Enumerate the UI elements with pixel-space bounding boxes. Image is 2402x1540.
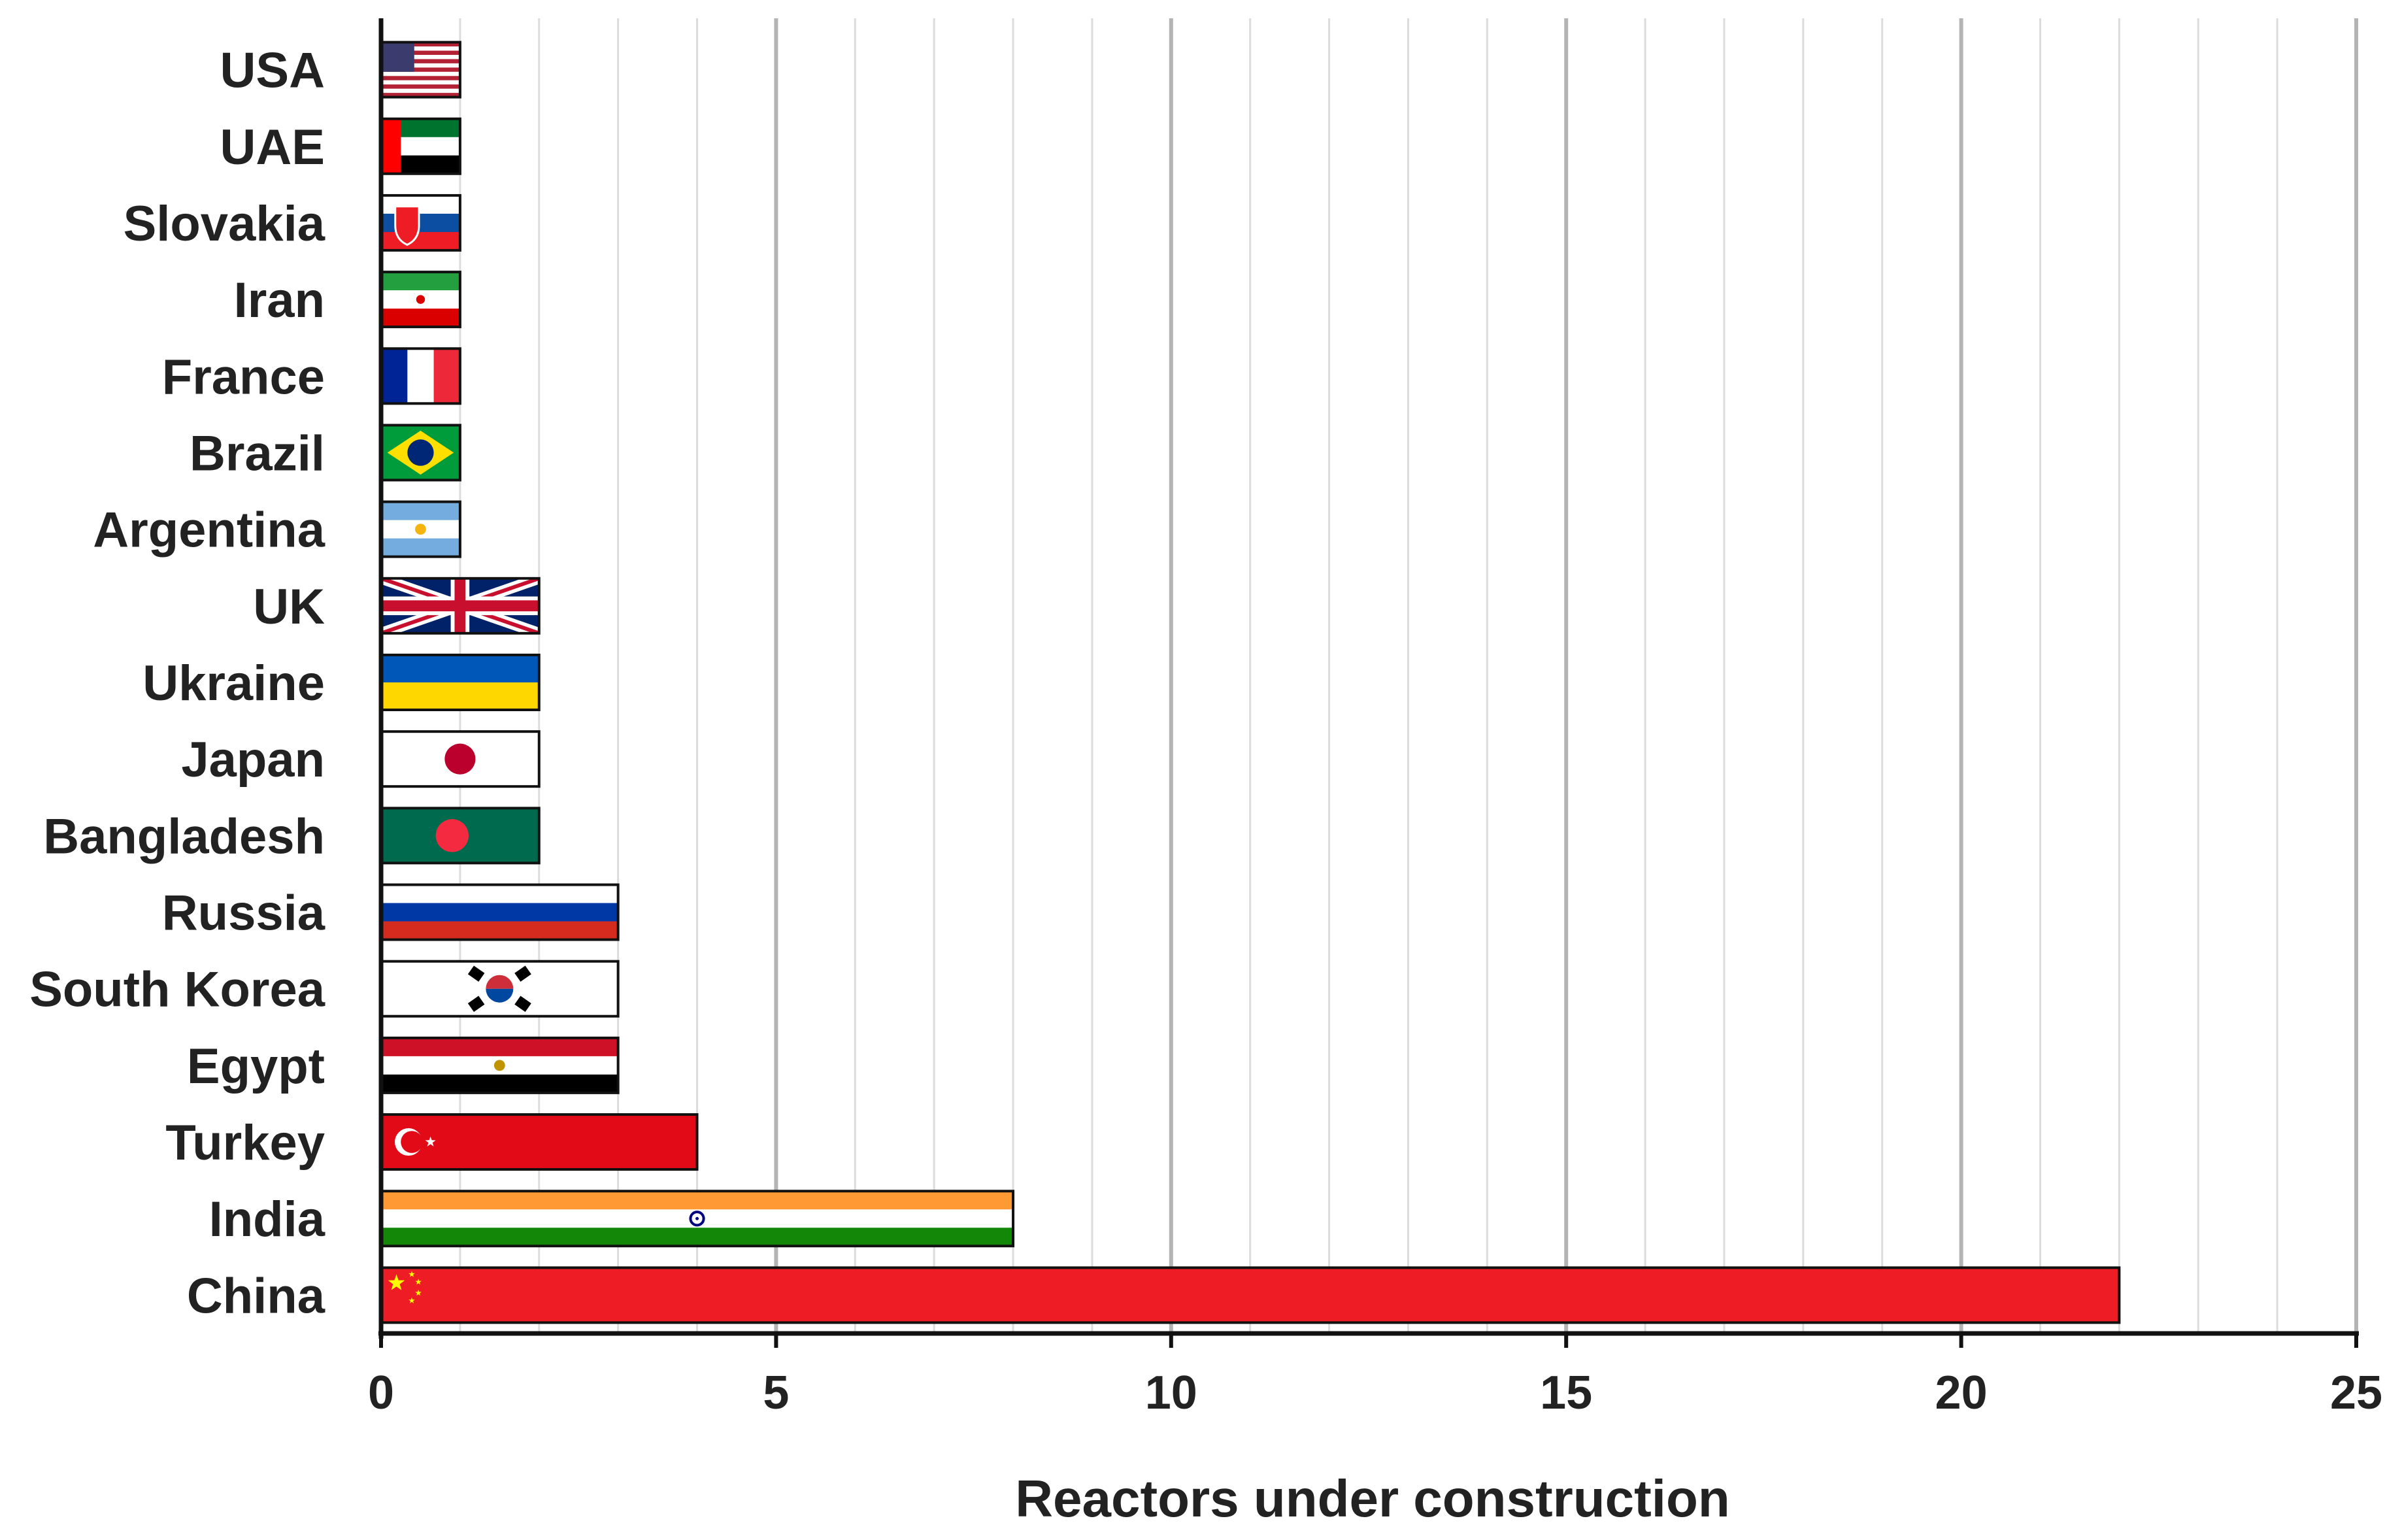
- bar-egypt: [380, 1036, 620, 1094]
- bars: [380, 41, 2121, 1324]
- category-label-china: China: [187, 1268, 325, 1324]
- bar-turkey: [380, 1113, 699, 1171]
- category-label-slovakia: Slovakia: [124, 196, 325, 252]
- category-label-ukraine: Ukraine: [142, 656, 325, 711]
- category-label-brazil: Brazil: [190, 426, 325, 481]
- egypt-flag: [381, 1037, 618, 1093]
- japan-flag: [381, 731, 539, 787]
- bar-argentina: [380, 500, 461, 558]
- bar-india: [380, 1190, 1015, 1248]
- category-label-turkey: Turkey: [165, 1115, 325, 1171]
- bar-russia: [380, 883, 620, 941]
- usa-flag: [381, 42, 460, 97]
- category-label-japan: Japan: [181, 732, 325, 788]
- brazil-flag: [381, 425, 460, 480]
- category-label-egypt: Egypt: [187, 1039, 325, 1094]
- x-tick-labels: 0 5 10 15 20 25: [368, 1367, 2382, 1419]
- bar-china: [380, 1266, 2121, 1324]
- x-tick-label: 5: [763, 1367, 789, 1419]
- category-label-iran: Iran: [234, 273, 325, 328]
- grid-lines: [459, 18, 2358, 1333]
- bar-usa: [380, 41, 461, 99]
- bar-bangladesh: [380, 807, 541, 865]
- category-labels: USA UAE Slovakia Iran France Brazil Argentina U…: [29, 43, 325, 1324]
- bangladesh-flag: [381, 808, 539, 863]
- x-tick-label: 25: [2330, 1367, 2382, 1419]
- bar-france: [380, 347, 461, 405]
- x-axis-title: Reactors under construction: [1015, 1469, 1730, 1528]
- category-label-india: India: [209, 1192, 325, 1247]
- category-label-bangladesh: Bangladesh: [43, 809, 325, 864]
- ukraine-flag: [381, 655, 539, 710]
- south-korea-flag: [381, 961, 618, 1016]
- category-label-uae: UAE: [220, 120, 325, 175]
- category-label-argentina: Argentina: [93, 503, 325, 558]
- bar-uae: [380, 117, 461, 175]
- category-label-south-korea: South Korea: [29, 962, 325, 1018]
- bar-south-korea: [380, 960, 620, 1018]
- turkey-flag: [381, 1114, 697, 1170]
- category-label-russia: Russia: [162, 886, 325, 941]
- x-tick-label: 15: [1540, 1367, 1592, 1419]
- axes: [378, 18, 2359, 1348]
- iran-flag: [381, 272, 460, 327]
- bar-japan: [380, 730, 541, 788]
- bar-uk: [380, 577, 541, 635]
- bar-slovakia: [380, 193, 461, 252]
- argentina-flag: [381, 501, 460, 557]
- category-label-france: France: [162, 349, 325, 405]
- uk-flag: [381, 578, 539, 633]
- bar-ukraine: [380, 654, 541, 711]
- x-tick-label: 20: [1935, 1367, 1988, 1419]
- russia-flag: [381, 884, 618, 940]
- bar-brazil: [380, 424, 461, 482]
- india-flag: [381, 1191, 1014, 1247]
- category-label-uk: UK: [253, 579, 325, 635]
- bar-iran: [380, 271, 461, 329]
- x-tick-label: 10: [1145, 1367, 1197, 1419]
- x-tick-label: 0: [368, 1367, 394, 1419]
- uae-flag: [381, 118, 460, 174]
- category-label-usa: USA: [220, 43, 325, 99]
- slovakia-flag: [381, 195, 460, 250]
- france-flag: [381, 348, 460, 404]
- china-flag: [381, 1267, 2120, 1323]
